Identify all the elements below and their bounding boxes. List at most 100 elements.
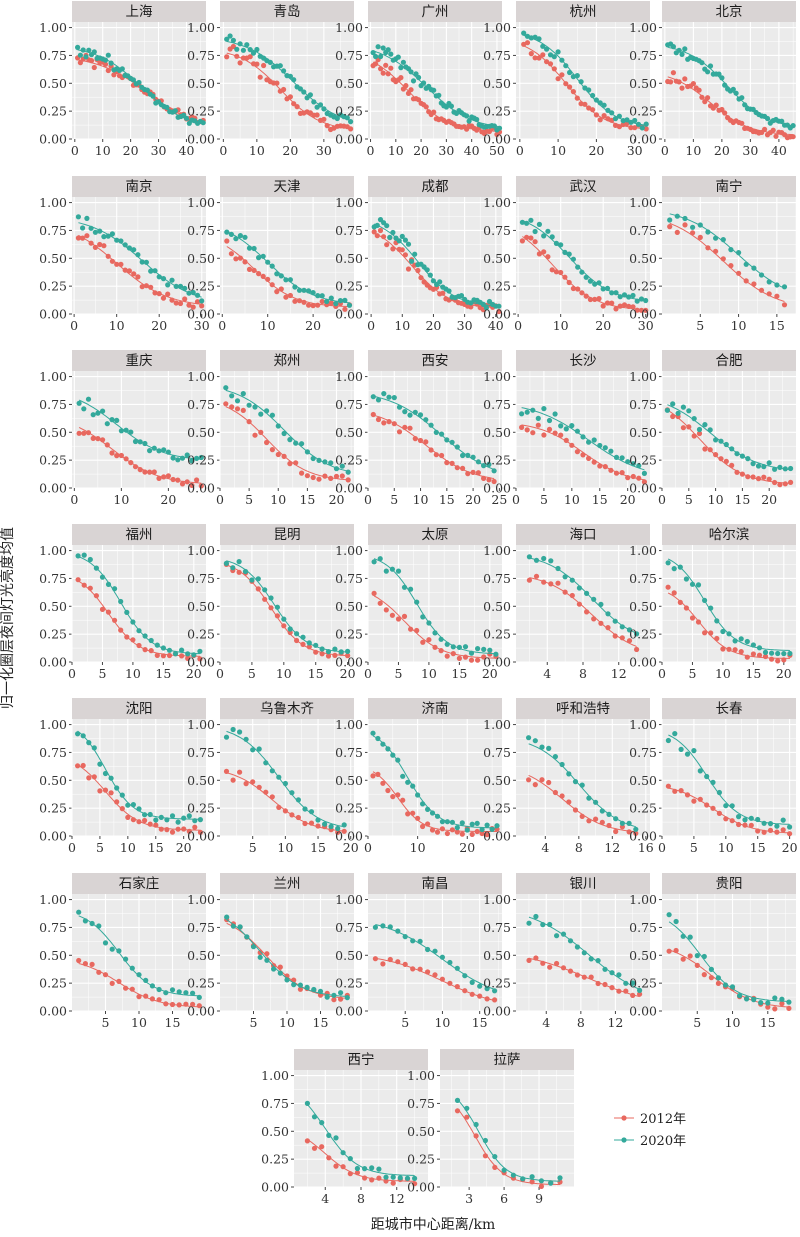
data-point [566,799,572,805]
x-tick-label: 10 [131,1015,147,1030]
data-point [385,787,391,794]
data-point [102,972,109,978]
facet-panel: 青岛0.000.250.500.751.000 10 20 30 [187,1,354,158]
data-point [541,406,547,412]
data-point [137,439,143,445]
data-point [690,230,696,236]
data-point [165,282,171,288]
x-tick-label: 8 [357,1191,365,1206]
data-point [319,1144,325,1150]
data-point [613,470,620,476]
y-tick-label: 0.25 [629,104,657,119]
data-point [781,284,788,290]
panel-background [368,197,502,314]
data-point [271,966,277,972]
data-point [328,475,334,481]
data-point [665,737,672,744]
data-point [310,290,316,296]
data-point [723,816,729,822]
data-point [118,261,124,267]
data-point [420,614,426,620]
data-point [395,54,401,60]
data-point [250,50,257,56]
data-point [242,259,248,265]
data-point [492,1164,498,1170]
data-point [164,827,170,833]
x-tick-label: 10 [270,492,286,507]
data-point [591,596,597,602]
series-2012 [75,577,203,662]
data-point [697,234,703,240]
data-point [756,645,763,651]
data-point [691,748,697,754]
data-point [772,1006,778,1012]
facet-strip [220,698,354,719]
data-point [308,820,315,826]
y-tick-label: 0.00 [335,1004,363,1019]
data-point [739,453,746,459]
data-point [234,398,241,404]
data-point [549,267,555,273]
series-2020 [76,909,202,1001]
data-point [728,263,734,269]
y-tick-label: 1.00 [335,369,363,384]
x-tick-label: 20 [413,143,429,158]
data-point [169,277,175,283]
data-point [686,424,692,430]
data-point [679,85,685,91]
data-point [470,469,476,475]
data-point [105,581,112,588]
data-point [165,473,171,479]
data-point [125,814,131,821]
data-point [559,72,565,78]
facet-panel: 上海0.000.250.500.751.000 10 20 30 40 [39,1,206,158]
data-point [743,278,749,284]
data-point [430,278,436,284]
data-point [720,646,726,652]
data-point [291,101,297,107]
data-point [169,813,176,819]
data-point [786,999,792,1005]
data-point [269,263,275,269]
data-point [710,805,716,811]
data-point [774,829,780,835]
x-tick-label: 40 [464,143,480,158]
data-point [126,245,132,251]
data-point [91,49,97,55]
x-tick-label: 20 [282,143,298,158]
data-point [277,970,283,976]
facet-panel: 拉萨0.000.250.500.751.003 6 9 [407,1049,574,1206]
x-tick-label: 10 [113,492,129,507]
data-point [549,234,555,240]
data-point [781,302,788,308]
x-tick-label: 5 [685,492,693,507]
data-point [424,267,430,273]
data-point [574,944,581,950]
data-point [444,830,450,837]
x-tick-label: 15 [299,492,315,507]
data-point [258,429,264,435]
x-tick-label: 20 [761,492,777,507]
data-point [277,964,283,970]
data-point [626,820,632,827]
series-2020 [371,217,502,311]
data-point [597,442,603,449]
series-2020 [526,554,640,637]
y-tick-label: 0.75 [629,571,657,586]
data-point [310,455,316,462]
y-tick-label: 0.25 [483,453,511,468]
y-tick-label: 0.75 [335,745,363,760]
data-point [764,115,771,122]
data-point [535,415,541,421]
data-point [524,234,530,240]
data-point [462,988,468,994]
data-point [604,285,611,291]
data-point [132,464,139,470]
data-point [687,953,693,959]
data-point [597,117,603,123]
data-point [450,644,456,650]
data-point [257,950,263,956]
data-point [529,1179,535,1185]
data-point [383,607,389,613]
data-point [593,112,600,118]
